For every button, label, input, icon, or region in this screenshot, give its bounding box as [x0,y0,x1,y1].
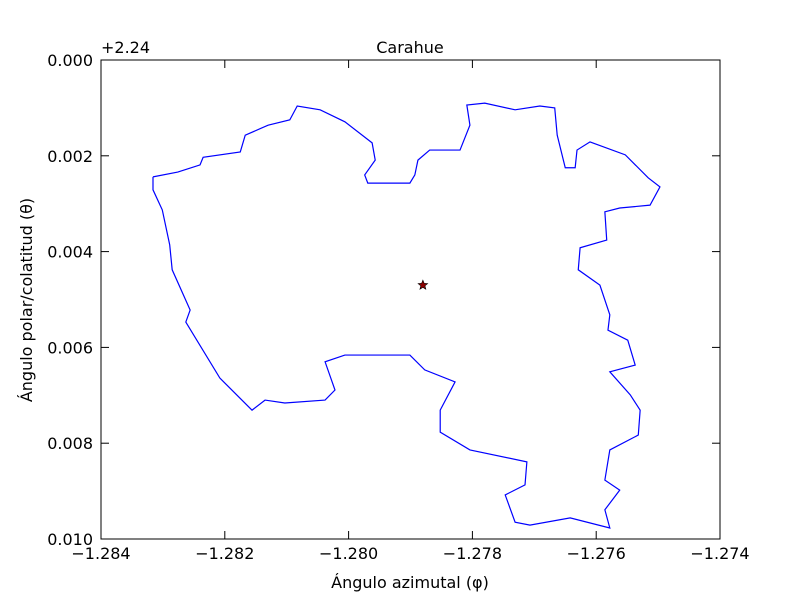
y-tick-label: 0.010 [47,530,93,549]
y-tick-label: 0.008 [47,434,93,453]
x-tick-label: −1.276 [567,544,626,563]
y-tick-label: 0.000 [47,51,93,70]
chart-title: Carahue [376,38,443,57]
y-tick-label: 0.006 [47,338,93,357]
outline [152,102,661,529]
x-tick-label: −1.278 [443,544,502,563]
x-axis-label: Ángulo azimutal (φ) [331,573,489,592]
centroid-marker [417,279,429,290]
x-tick-label: −1.282 [195,544,254,563]
y-offset-label: +2.24 [101,38,150,57]
x-tick-label: −1.274 [690,544,749,563]
plot-frame [100,59,721,540]
y-axis-label: Ángulo polar/colatitud (θ) [17,198,36,402]
y-tick-label: 0.002 [47,147,93,166]
x-tick-label: −1.280 [319,544,378,563]
x-tick-label: −1.284 [71,544,130,563]
y-tick-label: 0.004 [47,243,93,262]
